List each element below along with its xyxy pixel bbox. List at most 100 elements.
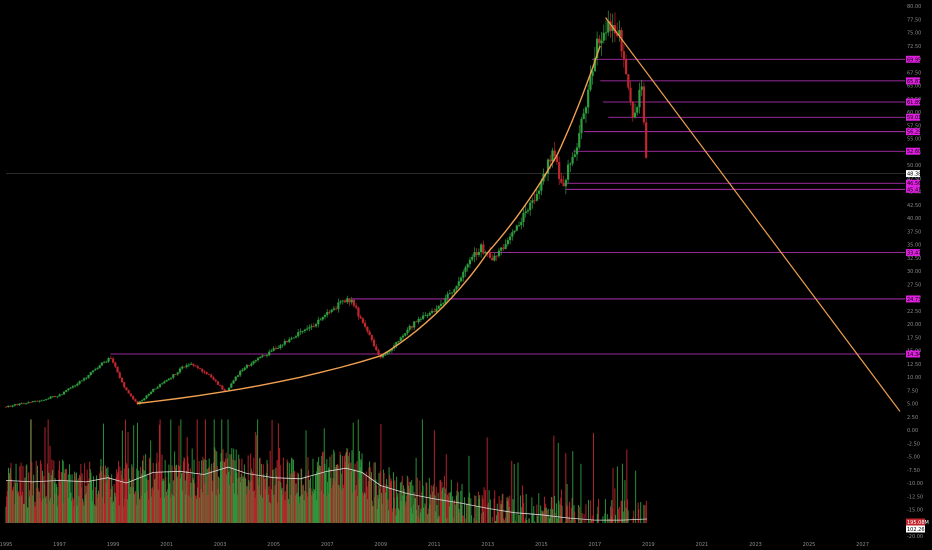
volume-bar: [53, 460, 55, 523]
volume-bar: [234, 460, 236, 523]
volume-bar: [459, 512, 461, 523]
volume-bar: [558, 500, 560, 523]
volume-bar: [465, 503, 467, 523]
candle-body: [413, 321, 416, 328]
volume-bar: [331, 485, 333, 523]
volume-bar: [89, 461, 91, 523]
candle-body: [375, 346, 378, 351]
volume-bar: [415, 457, 417, 523]
volume-bar: [24, 479, 26, 523]
candle-body: [444, 298, 447, 304]
volume-bar: [70, 492, 72, 523]
volume-bar: [280, 482, 282, 523]
volume-bar: [133, 494, 135, 523]
volume-bar: [478, 498, 480, 523]
volume-bar: [306, 496, 308, 523]
volume-bar: [509, 495, 511, 523]
volume-bar: [16, 482, 18, 523]
volume-bar: [267, 494, 269, 523]
volume-bar: [355, 485, 357, 523]
volume-bar: [592, 432, 594, 523]
candle-body: [125, 387, 128, 391]
candle-body: [640, 86, 643, 90]
volume-bar: [116, 469, 118, 523]
volume-axis-tag: [906, 518, 925, 526]
volume-bar: [445, 488, 447, 523]
candle-body: [16, 404, 19, 406]
volume-bar: [515, 513, 517, 523]
candle-body: [337, 302, 340, 310]
volume-bar: [399, 492, 401, 523]
volume-bar: [64, 469, 66, 523]
volume-bar: [549, 516, 551, 523]
candle-body: [589, 75, 592, 90]
volume-bar: [165, 491, 167, 523]
volume-bar: [591, 515, 593, 523]
candle-body: [172, 374, 175, 378]
candle-body: [515, 225, 518, 231]
y-tick-label: -10.00: [907, 481, 923, 487]
volume-bar: [335, 464, 337, 523]
volume-bar: [257, 486, 259, 523]
candle-body: [524, 211, 527, 214]
candle-body: [517, 225, 521, 226]
volume-bar: [245, 494, 247, 523]
volume-bar: [606, 514, 608, 523]
volume-bar: [460, 490, 462, 523]
candle-body: [350, 299, 353, 303]
volume-bar: [163, 480, 165, 523]
y-tick-label: 67.50: [907, 70, 921, 76]
volume-bar: [452, 496, 454, 523]
volume-bar: [197, 475, 199, 523]
volume-bar: [268, 486, 270, 523]
volume-bar: [211, 463, 213, 523]
volume-bar: [300, 468, 302, 523]
volume-bar: [375, 484, 377, 523]
volume-bar: [351, 450, 353, 523]
candle-body: [80, 380, 83, 382]
volume-bar: [171, 465, 173, 523]
y-tick-label: 47.50: [907, 176, 921, 182]
x-tick-label: 2009: [374, 542, 387, 548]
volume-bar: [392, 472, 394, 523]
candle-body: [183, 366, 186, 368]
volume-bar: [403, 488, 405, 523]
volume-bar: [121, 430, 123, 523]
price-level-tag: [906, 98, 920, 106]
volume-bar: [41, 501, 43, 523]
volume-bar: [86, 492, 88, 523]
volume-bar: [147, 490, 149, 523]
volume-bar: [354, 463, 356, 523]
volume-bar: [34, 501, 36, 523]
candle-body: [520, 221, 523, 226]
volume-bar: [118, 505, 120, 523]
y-tick-label: 80.00: [907, 4, 921, 10]
volume-bar: [42, 498, 44, 523]
volume-bar: [85, 485, 87, 523]
candle-body: [426, 315, 429, 317]
volume-bar: [369, 461, 371, 523]
volume-bar: [427, 514, 429, 523]
volume-bar: [502, 493, 504, 523]
volume-bar: [167, 471, 169, 523]
volume-bar: [401, 481, 403, 523]
volume-bar: [164, 459, 166, 523]
volume-bar: [184, 458, 186, 523]
volume-bar: [569, 501, 571, 523]
candle-body: [546, 159, 550, 174]
candle-body: [227, 387, 231, 391]
candle-body: [339, 301, 342, 303]
price-level-tag: [906, 113, 920, 121]
volume-bar: [41, 470, 43, 523]
volume-bar: [508, 507, 510, 523]
volume-bar: [557, 518, 559, 523]
volume-bar: [611, 500, 613, 523]
candle-body: [348, 298, 351, 303]
volume-bar: [401, 475, 403, 523]
candle-body: [165, 380, 168, 382]
volume-bar: [482, 511, 484, 523]
candle-body: [466, 264, 469, 268]
volume-bar: [52, 504, 54, 523]
volume-bar: [54, 478, 56, 523]
volume-bar: [418, 518, 420, 523]
